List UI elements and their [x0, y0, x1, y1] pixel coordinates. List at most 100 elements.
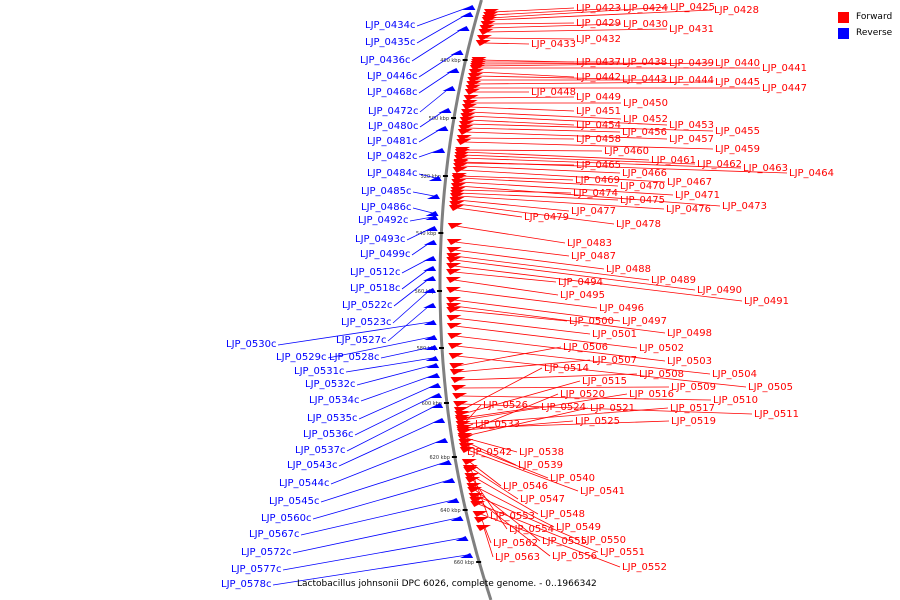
reverse-gene-label: LJP_0567c — [249, 529, 300, 540]
forward-gene-label: LJP_0448 — [531, 87, 576, 98]
reverse-gene-label: LJP_0544c — [279, 478, 330, 489]
forward-gene-leader — [471, 96, 575, 99]
forward-gene-leader — [465, 131, 668, 140]
reverse-gene-feature — [427, 373, 441, 378]
reverse-gene-label: LJP_0493c — [355, 234, 406, 245]
forward-gene-feature — [476, 35, 492, 41]
forward-gene-label: LJP_0457 — [669, 134, 714, 145]
forward-gene-leader — [459, 181, 674, 196]
forward-gene-feature — [478, 29, 494, 35]
legend: Forward Reverse — [838, 9, 892, 41]
reverse-gene-feature — [460, 553, 474, 558]
forward-gene-leader — [457, 195, 665, 210]
forward-gene-leader — [457, 199, 570, 212]
forward-gene-leader — [491, 7, 575, 13]
forward-gene-leader — [454, 249, 605, 270]
reverse-gene-leader — [416, 6, 470, 27]
forward-gene-leader — [489, 9, 713, 21]
forward-gene-label: LJP_0454 — [576, 120, 621, 131]
forward-gene-leader — [459, 177, 619, 187]
forward-gene-leader — [464, 141, 714, 150]
forward-gene-leader — [465, 407, 589, 437]
forward-gene-label: LJP_0510 — [713, 395, 758, 406]
forward-gene-leader — [484, 37, 575, 40]
forward-gene-label: LJP_0479 — [524, 212, 569, 223]
forward-gene-label: LJP_0453 — [669, 120, 714, 131]
reverse-gene-leader — [412, 207, 433, 214]
reverse-gene-feature — [428, 383, 442, 388]
tick-label: 480 kbp — [440, 58, 460, 64]
forward-gene-feature — [456, 139, 472, 145]
forward-gene-label: LJP_0466 — [622, 168, 667, 179]
reverse-gene-feature — [442, 478, 456, 483]
forward-gene-label: LJP_0464 — [789, 168, 834, 179]
reverse-gene-label: LJP_0492c — [358, 215, 409, 226]
reverse-gene-leader — [354, 394, 437, 436]
forward-gene-leader — [490, 6, 669, 19]
forward-gene-label: LJP_0459 — [715, 144, 760, 155]
forward-gene-leader — [461, 367, 543, 411]
reverse-gene-label: LJP_0543c — [287, 460, 338, 471]
forward-gene-label: LJP_0519 — [671, 416, 716, 427]
forward-gene-label: LJP_0496 — [599, 303, 644, 314]
tick-mark — [443, 402, 449, 404]
forward-gene-leader — [476, 75, 621, 80]
reverse-gene-label: LJP_0527c — [336, 335, 387, 346]
reverse-gene-label: LJP_0435c — [365, 37, 416, 48]
tick-mark — [437, 290, 443, 292]
reverse-gene-feature — [423, 266, 437, 271]
forward-gene-leader — [458, 373, 638, 381]
forward-gene-feature — [467, 487, 483, 493]
forward-gene-leader — [466, 127, 621, 133]
forward-gene-label: LJP_0505 — [748, 382, 793, 393]
reverse-gene-feature — [432, 148, 446, 153]
forward-gene-label: LJP_0487 — [571, 251, 616, 262]
reverse-gene-feature — [423, 256, 437, 261]
tick-mark — [462, 59, 468, 61]
forward-gene-label: LJP_0463 — [743, 163, 788, 174]
forward-gene-label: LJP_0504 — [712, 369, 757, 380]
forward-gene-feature — [446, 247, 462, 253]
reverse-gene-label: LJP_0480c — [368, 121, 419, 132]
reverse-gene-label: LJP_0434c — [365, 20, 416, 31]
tick-mark — [438, 232, 444, 234]
forward-gene-feature — [450, 377, 466, 383]
forward-gene-leader — [463, 393, 628, 421]
reverse-gene-feature — [423, 320, 437, 325]
forward-gene-label: LJP_0526 — [483, 400, 528, 411]
forward-gene-label: LJP_0501 — [592, 329, 637, 340]
reverse-gene-feature — [435, 126, 449, 131]
forward-gene-leader — [462, 154, 696, 165]
forward-gene-label: LJP_0449 — [576, 92, 621, 103]
forward-gene-leader — [487, 23, 622, 29]
reverse-gene-feature — [456, 26, 470, 31]
forward-gene-feature — [446, 269, 462, 275]
reverse-gene-feature — [423, 288, 437, 293]
reverse-gene-feature — [425, 356, 439, 361]
forward-gene-label: LJP_0509 — [671, 382, 716, 393]
reverse-gene-leader — [312, 479, 450, 520]
forward-gene-label: LJP_0489 — [651, 275, 696, 286]
forward-gene-feature — [449, 363, 465, 369]
forward-gene-leader — [458, 189, 572, 194]
reverse-gene-leader — [346, 404, 438, 452]
forward-gene-label: LJP_0428 — [714, 5, 759, 16]
forward-gene-feature — [464, 89, 480, 95]
forward-gene-leader — [460, 169, 666, 183]
reverse-gene-label: LJP_0529c — [276, 352, 327, 363]
forward-gene-feature — [453, 401, 469, 407]
forward-gene-label: LJP_0443 — [622, 74, 667, 85]
forward-gene-label: LJP_0452 — [623, 114, 668, 125]
reverse-gene-feature — [425, 211, 439, 216]
reverse-gene-label: LJP_0484c — [367, 168, 418, 179]
forward-gene-label: LJP_0444 — [669, 75, 714, 86]
forward-gene-label: LJP_0490 — [697, 285, 742, 296]
reverse-gene-feature — [428, 176, 442, 181]
forward-gene-leader — [476, 495, 580, 541]
forward-gene-label: LJP_0553 — [490, 511, 535, 522]
reverse-gene-leader — [356, 364, 434, 386]
forward-gene-label: LJP_0470 — [620, 181, 665, 192]
reverse-gene-leader — [387, 304, 431, 342]
forward-gene-leader — [455, 335, 666, 362]
forward-gene-feature — [457, 129, 473, 135]
